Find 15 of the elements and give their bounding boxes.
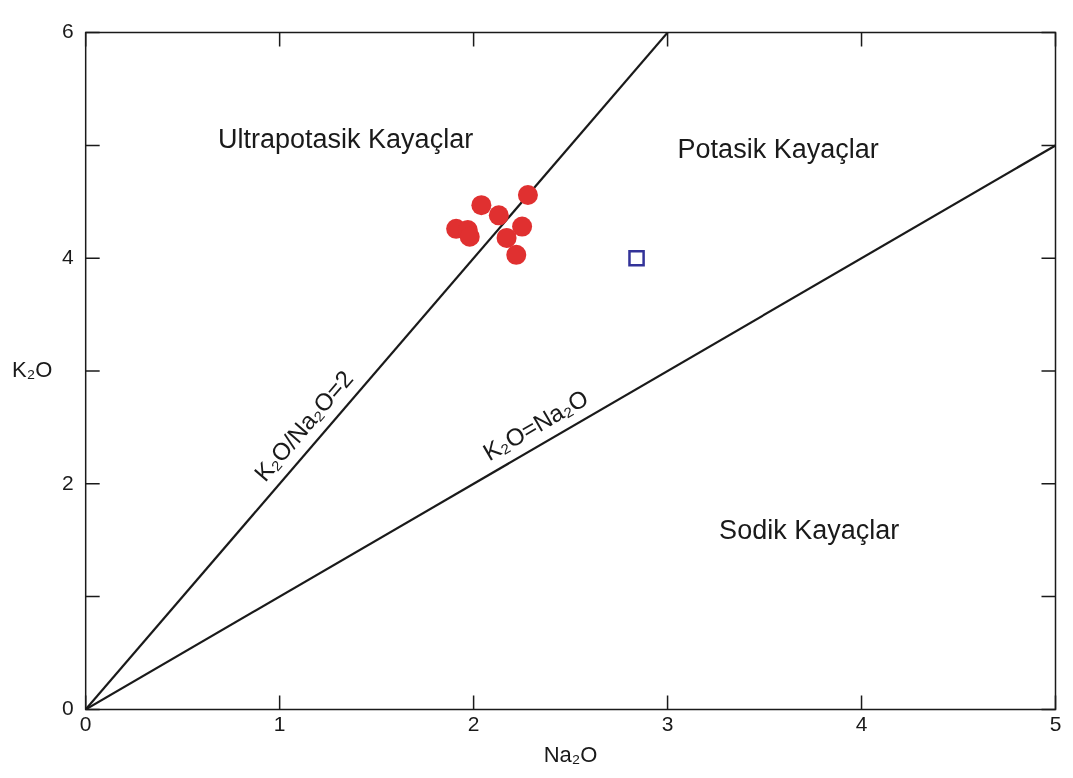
x-tick-label: 1 xyxy=(273,711,286,735)
x-tick-label: 4 xyxy=(855,711,868,735)
y-tick-label: 0 xyxy=(61,696,74,720)
x-tick-label: 2 xyxy=(467,711,480,735)
x-tick-label: 3 xyxy=(661,711,674,735)
annotation: Sodik Kayaçlar xyxy=(719,514,900,545)
x-tick-label: 5 xyxy=(1049,711,1062,735)
y-axis-title: K₂O xyxy=(12,357,53,383)
y-tick-label: 6 xyxy=(61,19,74,43)
x-axis-title: Na₂O xyxy=(543,741,598,767)
y-tick-label: 2 xyxy=(61,470,74,494)
x-tick-label: 0 xyxy=(79,711,92,735)
annotation: Ultrapotasik Kayaçlar xyxy=(218,124,474,155)
y-tick-label: 4 xyxy=(61,245,74,268)
annotation: Potasik Kayaçlar xyxy=(677,134,879,165)
